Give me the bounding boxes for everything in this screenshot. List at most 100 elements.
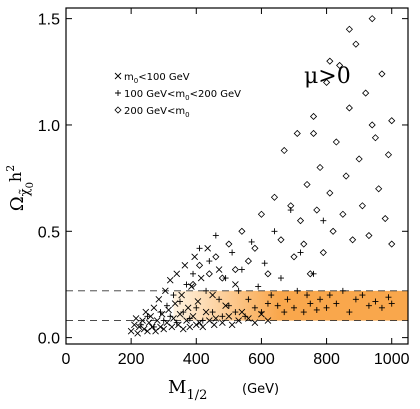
data-point-diamond (303, 180, 311, 189)
data-point-plus (242, 313, 249, 320)
data-point-plus (137, 321, 144, 328)
data-point-diamond (339, 210, 347, 218)
data-point-plus (307, 300, 314, 307)
data-point-diamond (358, 202, 366, 210)
y-label-main: Ω (7, 196, 28, 211)
data-point-x (140, 325, 148, 333)
data-point-diamond (345, 25, 353, 33)
data-point-diamond (388, 117, 396, 125)
data-point-plus (144, 313, 151, 320)
data-point-plus (326, 292, 333, 299)
data-point-plus (261, 260, 268, 267)
data-point-plus (199, 317, 206, 324)
data-point-plus (346, 309, 353, 316)
data-point-x (181, 261, 189, 269)
x-tick-label: 400 (183, 351, 210, 368)
svg-text:M1/2: M1/2 (168, 377, 207, 403)
dark-matter-band (173, 290, 408, 321)
legend-symbol (115, 90, 121, 96)
data-point-x (173, 270, 181, 278)
data-point-diamond (296, 217, 305, 225)
data-point-plus (320, 217, 327, 224)
data-point-diamond (323, 78, 331, 86)
y-tick-label: 0.0 (38, 331, 60, 348)
data-point-x (147, 313, 155, 320)
data-point-x (186, 323, 194, 331)
data-point-diamond (345, 104, 353, 112)
data-point-plus (248, 238, 255, 245)
data-point-x (179, 325, 187, 333)
data-point-plus (186, 315, 193, 322)
data-point-plus (352, 296, 359, 303)
data-point-plus (177, 298, 183, 305)
data-point-x (155, 296, 163, 303)
y-tick-label: 1.5 (38, 12, 60, 29)
data-point-diamond (384, 151, 393, 159)
data-point-plus (150, 323, 157, 330)
data-point-plus (271, 228, 278, 235)
data-point-x (204, 244, 212, 252)
data-point-x (191, 253, 198, 261)
data-point-x (219, 319, 226, 327)
data-point-plus (229, 249, 236, 256)
data-point-diamond (287, 202, 295, 210)
data-point-plus (180, 309, 187, 316)
data-point-plus (339, 287, 346, 294)
data-point-plus (297, 249, 304, 256)
data-point-plus (294, 287, 301, 294)
data-point-diamond (251, 244, 259, 252)
data-point-plus (157, 309, 164, 316)
data-point-diamond (244, 257, 252, 265)
data-point-plus (264, 300, 271, 307)
x-tick-label: 200 (118, 351, 145, 368)
y-label-sup2: 2 (4, 165, 17, 172)
data-point-plus (212, 232, 219, 239)
data-point-diamond (362, 89, 370, 97)
data-point-plus (245, 296, 252, 303)
data-point-plus (313, 306, 320, 313)
x-tick-label: 800 (313, 351, 340, 368)
data-point-plus (206, 258, 213, 265)
data-point-x (210, 321, 218, 329)
x-label-sub: 1/2 (186, 388, 207, 403)
data-points (127, 15, 396, 337)
data-point-diamond (371, 134, 379, 142)
annotation-mu: μ>0 (304, 64, 351, 89)
data-point-plus (284, 296, 291, 303)
data-point-diamond (205, 270, 213, 278)
x-tick-label: 1000 (374, 351, 410, 368)
data-point-x (228, 321, 236, 329)
data-point-x (166, 276, 174, 284)
data-point-x (127, 327, 135, 335)
data-point-x (212, 315, 220, 322)
data-point-plus (170, 292, 177, 299)
data-point-plus (232, 309, 239, 316)
data-point-x (131, 321, 138, 329)
data-point-x (153, 317, 161, 324)
data-point-plus (225, 302, 232, 309)
data-point-x (178, 291, 185, 299)
data-point-plus (203, 287, 210, 294)
data-point-plus (378, 304, 385, 311)
data-point-plus (323, 304, 330, 311)
data-point-plus (277, 275, 284, 282)
legend: m0<100 GeV 100 GeV<m0<200 GeV 200 GeV<m0 (114, 72, 241, 119)
data-point-plus (258, 309, 265, 316)
data-point-x (199, 323, 207, 331)
data-point-diamond (378, 70, 386, 78)
data-point-plus (385, 294, 392, 301)
data-point-diamond (264, 270, 272, 278)
data-point-x (168, 323, 176, 331)
data-point-plus (317, 296, 324, 303)
data-point-diamond (218, 274, 226, 282)
data-point-x (202, 308, 210, 316)
data-point-diamond (342, 172, 350, 180)
plot-frame (65, 7, 409, 345)
data-point-x (184, 304, 192, 312)
svg-text:Ωχ̃0h2: Ωχ̃0h2 (4, 165, 36, 212)
data-point-diamond (300, 240, 308, 248)
data-point-diamond (365, 231, 373, 240)
legend-label: 100 GeV<m0<200 GeV (124, 89, 241, 102)
axis-ticks: 0 200 400 600 800 1000 0.0 0.5 1.0 1.5 (38, 8, 410, 368)
data-point-x (251, 319, 259, 327)
